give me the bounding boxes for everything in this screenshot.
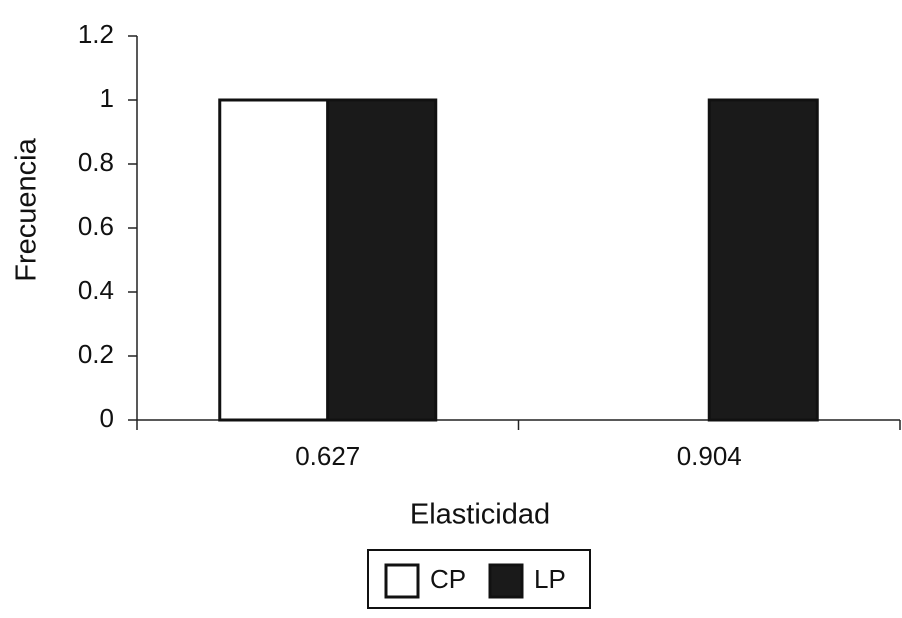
y-tick-label: 0 [100,403,114,433]
y-axis-label: Frecuencia [11,137,43,281]
y-tick-label: 0.4 [78,275,114,305]
legend-swatch [488,563,524,599]
y-tick-label: 1 [100,83,114,113]
y-tick-label: 0.8 [78,147,114,177]
y-tick-label: 0.6 [78,211,114,241]
legend-box [367,549,591,609]
x-tick-label: 0.627 [295,441,360,471]
bar [326,98,438,422]
bar [707,98,819,422]
y-tick-label: 1.2 [78,19,114,49]
bar [218,98,330,422]
x-tick-label: 0.904 [677,441,742,471]
y-tick-label: 0.2 [78,339,114,369]
legend-label: LP [534,564,566,594]
x-axis-label: Elasticidad [410,499,550,531]
legend-label: CP [430,564,466,594]
legend-swatch [384,563,420,599]
